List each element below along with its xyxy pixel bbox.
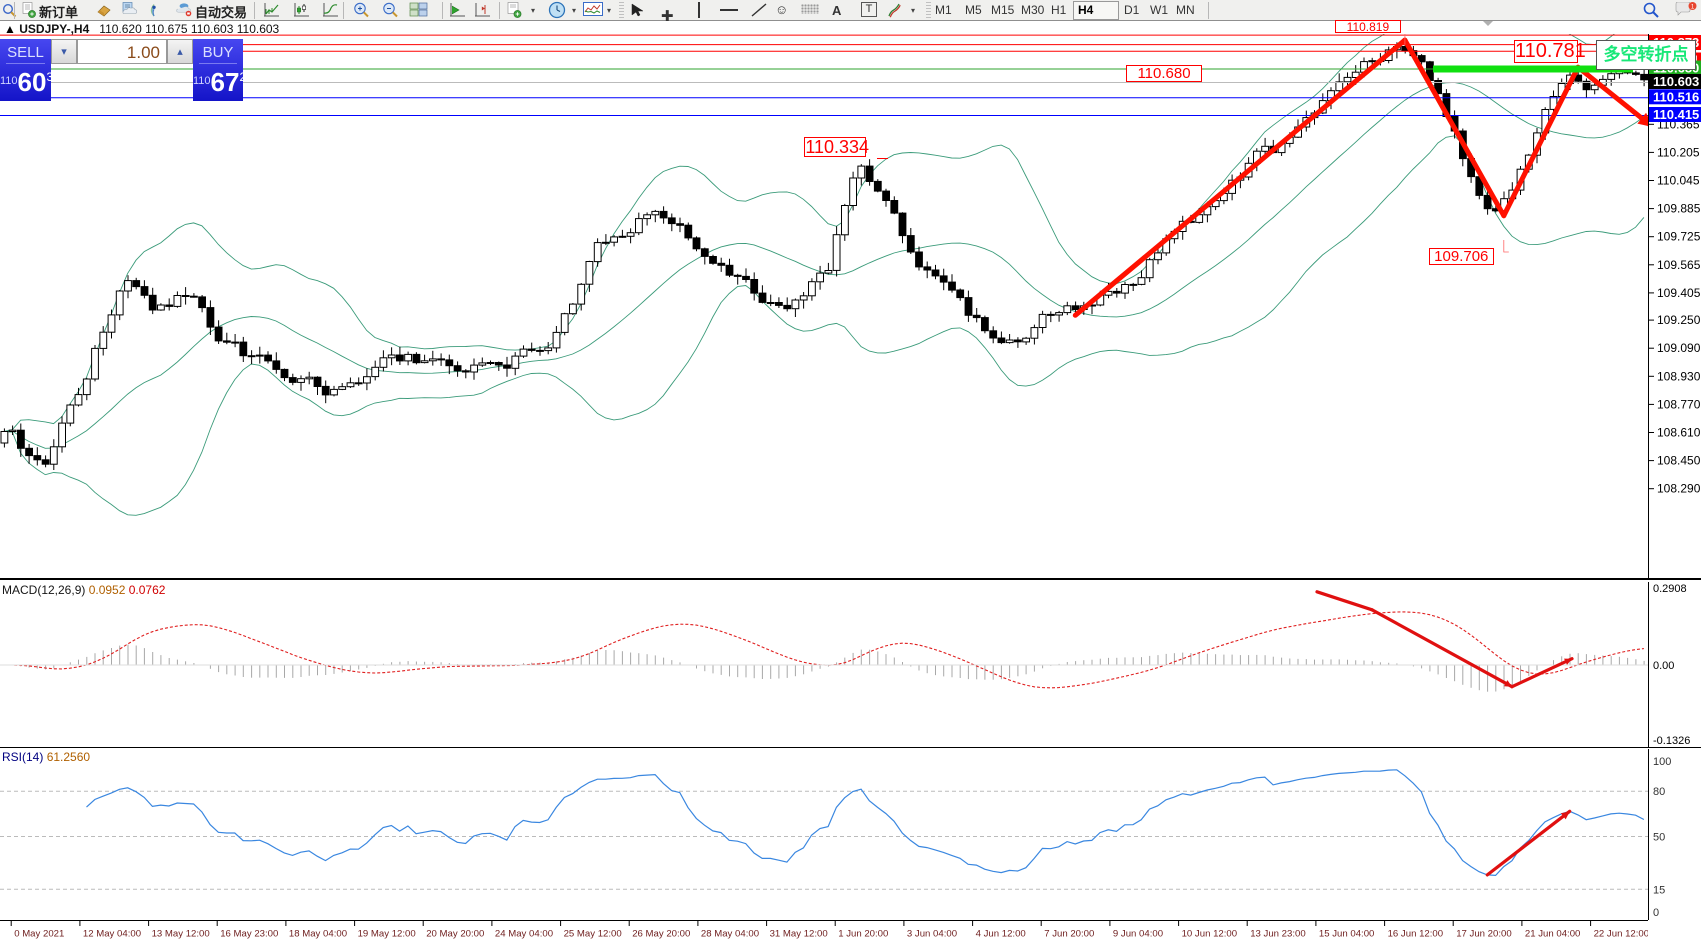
svg-text:109.090: 109.090 (1657, 341, 1701, 355)
svg-text:-0.1326: -0.1326 (1653, 735, 1690, 747)
svg-text:108.610: 108.610 (1657, 426, 1701, 440)
svg-text:15: 15 (1653, 884, 1665, 896)
svg-text:3 Jun 04:00: 3 Jun 04:00 (907, 929, 957, 940)
svg-text:110.415: 110.415 (1653, 107, 1699, 122)
svg-text:MACD(12,26,9) 0.0952 0.0762: MACD(12,26,9) 0.0952 0.0762 (2, 583, 166, 597)
svg-text:110.045: 110.045 (1657, 174, 1700, 188)
svg-text:13 May 12:00: 13 May 12:00 (152, 929, 210, 940)
svg-text:9 Jun 04:00: 9 Jun 04:00 (1113, 929, 1163, 940)
svg-text:19 May 12:00: 19 May 12:00 (358, 929, 416, 940)
svg-text:109.885: 109.885 (1657, 202, 1701, 216)
svg-text:80: 80 (1653, 786, 1665, 798)
svg-text:1 Jun 20:00: 1 Jun 20:00 (838, 929, 888, 940)
svg-text:110.516: 110.516 (1653, 89, 1699, 104)
svg-text:13 Jun 23:00: 13 Jun 23:00 (1250, 929, 1305, 940)
svg-text:0 May 2021: 0 May 2021 (14, 929, 64, 940)
svg-text:100: 100 (1653, 756, 1671, 768)
svg-text:16 May 23:00: 16 May 23:00 (220, 929, 278, 940)
svg-text:21 Jun 04:00: 21 Jun 04:00 (1525, 929, 1580, 940)
svg-text:10 Jun 12:00: 10 Jun 12:00 (1182, 929, 1237, 940)
svg-text:0: 0 (1653, 907, 1659, 919)
svg-text:25 May 12:00: 25 May 12:00 (564, 929, 622, 940)
svg-text:26 May 20:00: 26 May 20:00 (632, 929, 690, 940)
svg-text:12 May 04:00: 12 May 04:00 (83, 929, 141, 940)
svg-text:110.603: 110.603 (1653, 74, 1699, 89)
svg-text:18 May 04:00: 18 May 04:00 (289, 929, 347, 940)
svg-text:109.405: 109.405 (1657, 286, 1701, 300)
svg-text:50: 50 (1653, 832, 1665, 844)
svg-text:RSI(14) 61.2560: RSI(14) 61.2560 (2, 750, 90, 764)
svg-text:24 May 04:00: 24 May 04:00 (495, 929, 553, 940)
svg-text:15 Jun 04:00: 15 Jun 04:00 (1319, 929, 1374, 940)
svg-text:110.205: 110.205 (1657, 145, 1700, 159)
svg-text:28 May 04:00: 28 May 04:00 (701, 929, 759, 940)
svg-text:109.725: 109.725 (1657, 230, 1701, 244)
svg-text:4 Jun 12:00: 4 Jun 12:00 (976, 929, 1026, 940)
svg-text:22 Jun 12:00: 22 Jun 12:00 (1594, 929, 1648, 940)
svg-text:108.290: 108.290 (1657, 482, 1701, 496)
svg-text:109.565: 109.565 (1657, 258, 1701, 272)
svg-text:108.450: 108.450 (1657, 454, 1701, 468)
svg-text:20 May 20:00: 20 May 20:00 (426, 929, 484, 940)
svg-text:0.2908: 0.2908 (1653, 583, 1687, 595)
svg-text:0.00: 0.00 (1653, 660, 1674, 672)
svg-text:17 Jun 20:00: 17 Jun 20:00 (1456, 929, 1511, 940)
svg-text:108.770: 108.770 (1657, 397, 1701, 411)
svg-text:108.930: 108.930 (1657, 369, 1701, 383)
svg-text:7 Jun 20:00: 7 Jun 20:00 (1044, 929, 1094, 940)
svg-text:16 Jun 12:00: 16 Jun 12:00 (1388, 929, 1443, 940)
svg-text:31 May 12:00: 31 May 12:00 (770, 929, 828, 940)
svg-text:109.250: 109.250 (1657, 313, 1701, 327)
